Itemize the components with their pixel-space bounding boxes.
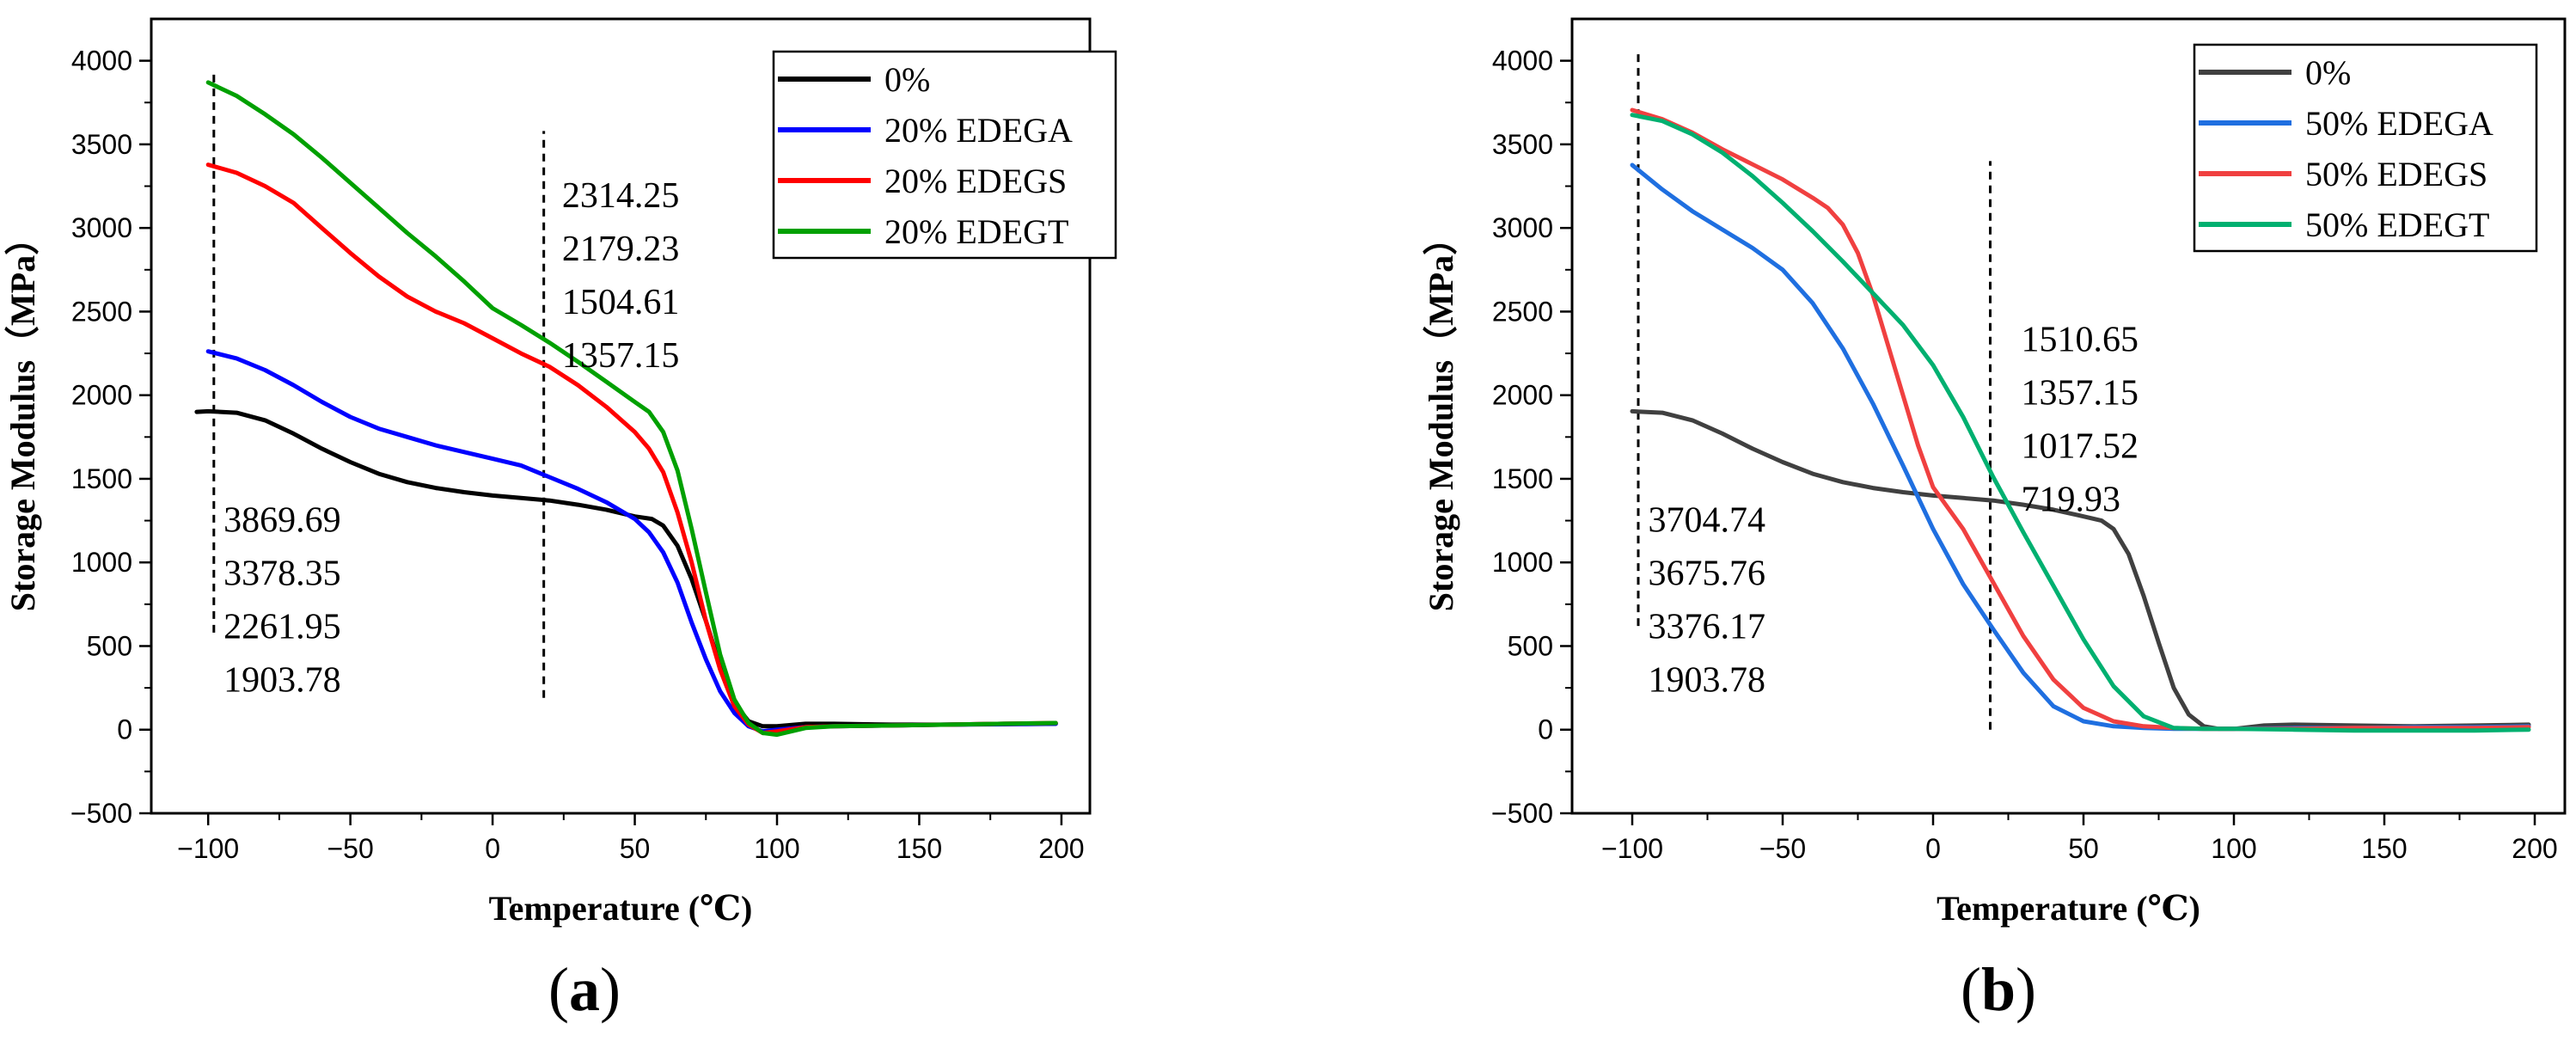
value-annotation: 2261.95 [223,607,341,646]
value-annotation: 3675.76 [1649,554,1766,593]
y-tick-label: 3500 [71,129,132,160]
series-line [1630,113,2531,733]
y-axis-title: Storage Modulus（MPa） [3,221,42,611]
caption-letter: b [1981,955,2016,1024]
y-tick-label: 1000 [71,547,132,578]
value-annotation: 1504.61 [562,283,680,322]
y-tick-label: 2500 [71,296,132,327]
y-tick-label: −500 [70,798,132,829]
x-tick-label: 200 [2512,833,2557,864]
legend-label: 0% [2305,53,2351,92]
y-tick-label: 1000 [1492,547,1553,578]
legend-box [2193,43,2538,253]
legend-label: 50% EDEGT [2305,205,2489,244]
y-tick-label: 4000 [71,46,132,77]
y-tick-label: 500 [87,630,132,661]
x-tick-label: 200 [1038,833,1084,864]
series-line [1630,408,2531,732]
x-tick-label: −100 [177,833,239,864]
y-tick-label: 2000 [1492,380,1553,411]
y-tick-label: 3000 [1492,212,1553,243]
legend-box [772,50,1117,260]
plot-frame [1570,17,2567,815]
value-annotation: 1357.15 [562,336,680,376]
x-tick-label: −50 [1759,833,1806,864]
x-tick-label: 0 [485,833,500,864]
value-annotation: 2314.25 [562,176,680,216]
x-tick-label: 50 [620,833,651,864]
legend: 0% 20% EDEGA 20% EDEGS 20% EDEGT [772,50,1117,260]
y-tick-label: 3000 [71,212,132,243]
legend-label: 20% EDEGT [884,212,1068,251]
legend-label: 20% EDEGS [884,162,1067,200]
y-tick-label: 0 [1538,714,1553,745]
caption-close: ) [600,955,621,1024]
legend-label: 50% EDEGA [2305,104,2493,143]
x-tick-label: 150 [2361,833,2407,864]
y-tick-label: 3500 [1492,129,1553,160]
y-tick-label: 1500 [71,463,132,494]
value-annotation: 1357.15 [2022,373,2139,413]
value-annotation: 1903.78 [223,660,341,700]
caption-close: ) [2016,955,2036,1024]
y-tick-label: 2500 [1492,296,1553,327]
x-tick-label: 100 [754,833,799,864]
value-annotation: 3869.69 [223,500,341,540]
chart-panel-b: −100 −50 0 50 100 150 200−50005001000150020002… [1422,17,2567,1024]
caption-letter: a [569,955,600,1024]
y-tick-label: 4000 [1492,46,1553,77]
chart-panel-a: −100 −50 0 50 100 150 200−50005001000150020002… [3,17,1117,1024]
value-annotation: 1017.52 [2022,426,2139,466]
value-annotation: 3704.74 [1649,500,1766,540]
y-tick-label: −500 [1491,798,1553,829]
legend-label: 0% [884,60,930,99]
y-tick-label: 1500 [1492,463,1553,494]
x-axis-title: Temperature (℃) [489,889,753,928]
y-tick-label: 500 [1508,630,1553,661]
y-axis-title: Storage Modulus（MPa） [1422,221,1460,611]
y-tick-label: 0 [117,714,132,745]
x-tick-label: 100 [2211,833,2256,864]
x-tick-label: 150 [896,833,942,864]
value-annotation: 719.93 [2022,480,2121,519]
value-annotation: 3378.35 [223,554,341,593]
y-tick-label: 2000 [71,380,132,411]
value-annotation: 2179.23 [562,230,680,269]
value-annotation: 1903.78 [1649,660,1766,700]
legend: 0% 50% EDEGA 50% EDEGS 50% EDEGT [2193,43,2538,253]
series-line [205,80,1058,738]
caption-open: ( [548,955,569,1024]
legend-label: 20% EDEGA [884,111,1073,150]
value-annotation: 3376.17 [1649,607,1766,646]
x-axis-title: Temperature (℃) [1937,889,2200,928]
x-tick-label: −50 [327,833,373,864]
x-tick-label: −100 [1601,833,1663,864]
panel-caption: (a) [548,955,621,1024]
panel-caption: (b) [1961,955,2036,1024]
value-annotation: 1510.65 [2022,320,2139,359]
plot-frame [150,17,1092,815]
x-tick-label: 50 [2068,833,2099,864]
caption-open: ( [1961,955,1981,1024]
x-tick-label: 0 [1925,833,1941,864]
legend-label: 50% EDEGS [2305,155,2487,193]
